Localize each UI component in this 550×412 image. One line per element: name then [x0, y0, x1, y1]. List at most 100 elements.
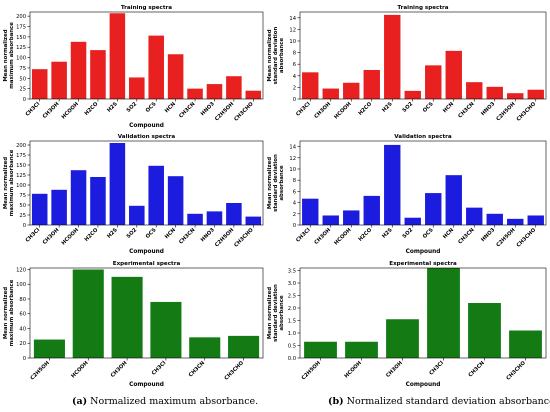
x-tick-label: CH3OH	[42, 227, 61, 246]
bar-ch3oh	[51, 61, 67, 99]
chart-title: Training spectra	[397, 5, 448, 11]
y-tick-label: 125	[16, 173, 26, 179]
bar-ch3cn	[189, 337, 221, 358]
y-tick-label: 3.5	[288, 269, 296, 275]
y-tick-label: 8	[293, 51, 296, 57]
plot-frame	[29, 11, 264, 100]
y-tick-label: 0.0	[288, 356, 296, 362]
chart-4: 0 2 4 6 8 10 12 14 CH3Cl CH3OH HCOOH H2CO H2S SO2 OCS H…	[267, 134, 547, 255]
x-tick-label: CH3CHO	[516, 101, 538, 123]
x-axis-label: Compound	[129, 123, 164, 129]
x-tick-label: HCN	[164, 101, 177, 114]
x-tick-label: CH3CN	[178, 227, 196, 245]
y-tick-label: 6	[293, 189, 296, 195]
x-tick-label: CH3Cl	[25, 227, 42, 244]
bar-ocs	[425, 65, 442, 99]
y-tick-label: 4	[293, 74, 297, 80]
x-tick-label: HCOOH	[61, 227, 80, 246]
y-axis-label: Mean normalized	[267, 287, 273, 339]
y-axis-label: absorbance	[279, 38, 285, 74]
y-tick-label: 25	[19, 213, 26, 219]
y-tick-label: 1.0	[288, 331, 296, 337]
bar-hno3	[486, 86, 503, 99]
plot-frame	[299, 267, 547, 359]
x-tick-label: OCS	[145, 101, 158, 114]
y-axis-label: standard deviation	[273, 27, 279, 85]
chart-title: Training spectra	[121, 5, 172, 11]
x-tick-label: CH3Cl	[295, 227, 312, 244]
bar-ocs	[148, 165, 164, 225]
y-tick-label: 2.5	[288, 294, 296, 300]
x-tick-label: CH3CN	[178, 101, 196, 119]
caption-left-text: Normalized maximum absorbance.	[87, 396, 259, 407]
bar-ch3cn	[187, 88, 203, 99]
y-axis-label: standard deviation	[273, 284, 279, 342]
x-tick-label: C2H5OH	[301, 360, 322, 381]
caption-right-label: (b)	[328, 396, 344, 407]
x-tick-label: HCN	[164, 227, 177, 240]
bar-hcn	[167, 54, 184, 99]
y-tick-label: 125	[16, 45, 26, 51]
x-tick-label: HCN	[442, 101, 455, 114]
y-tick-label: 14	[289, 145, 296, 151]
y-tick-label: 20	[19, 341, 26, 347]
bar-ch3cl	[302, 72, 319, 99]
x-tick-label: CH3CN	[468, 360, 486, 378]
x-tick-label: H2CO	[84, 227, 100, 243]
x-tick-label: CH3CHO	[233, 101, 255, 123]
x-tick-label: C2H5OH	[214, 227, 235, 248]
y-tick-label: 60	[19, 312, 26, 318]
y-tick-label: 10	[289, 167, 296, 173]
x-tick-label: CH3OH	[313, 227, 332, 246]
y-axis-label: Mean normalized	[3, 29, 9, 81]
x-tick-label: CH3Cl	[151, 360, 168, 377]
x-tick-label: H2S	[106, 227, 119, 240]
bar-h2s	[384, 144, 401, 225]
x-tick-label: C2H5OH	[495, 227, 516, 248]
x-tick-label: CH3CHO	[233, 227, 255, 249]
x-tick-label: SO2	[126, 227, 139, 240]
bar-ch3cl	[302, 198, 319, 225]
caption-right-text: Normalized standard deviation absorbance…	[343, 396, 550, 407]
y-axis-label: absorbance	[279, 165, 285, 201]
y-tick-label: 8	[293, 178, 296, 184]
x-tick-label: OCS	[422, 227, 435, 240]
bar-ch3oh	[111, 276, 143, 358]
x-tick-label: CH3CHO	[516, 227, 538, 249]
bar-so2	[129, 77, 145, 99]
chart-title: Validation spectra	[394, 134, 452, 140]
chart-3: 0 25 50 75 100 125 150 175 200 CH3Cl CH3OH HCOOH H2C…	[3, 134, 264, 255]
x-tick-label: H2CO	[357, 101, 373, 117]
caption-left: (a) Normalized maximum absorbance.	[72, 396, 258, 407]
y-tick-label: 2.0	[288, 306, 296, 312]
y-tick-label: 100	[16, 282, 26, 288]
y-tick-label: 175	[16, 153, 26, 159]
bar-h2co	[90, 50, 106, 99]
y-tick-label: 200	[16, 14, 26, 20]
bar-ch3cn	[468, 303, 501, 358]
y-axis-label: Mean normalized	[3, 157, 9, 209]
x-tick-label: H2CO	[357, 227, 373, 243]
y-tick-label: 75	[19, 66, 26, 72]
bar-c2h5oh	[507, 218, 524, 225]
y-tick-label: 2	[293, 212, 296, 218]
bar-ch3cho	[527, 89, 544, 99]
bar-ch3cho	[245, 216, 262, 225]
bar-h2s	[109, 13, 126, 99]
y-tick-label: 80	[19, 297, 26, 303]
chart-5: 0 20 40 60 80 100 120 C2H5OH HCOOH CH3OH CH3Cl CH3C…	[3, 261, 264, 388]
bar-ch3oh	[322, 88, 339, 99]
y-tick-label: 10	[289, 39, 296, 45]
x-tick-label: OCS	[145, 227, 158, 240]
bar-hno3	[486, 213, 503, 225]
x-axis-label: Compound	[406, 382, 441, 388]
x-axis-label: Compound	[406, 249, 441, 255]
y-tick-label: 200	[16, 143, 26, 149]
y-tick-label: 2	[293, 85, 296, 91]
x-tick-label: HCOOH	[333, 101, 352, 120]
bar-c2h5oh	[304, 341, 337, 358]
bar-ch3cn	[466, 82, 483, 99]
x-axis-label: Compound	[129, 249, 164, 255]
y-tick-label: 40	[19, 326, 26, 332]
x-tick-label: C2H5OH	[214, 101, 235, 122]
